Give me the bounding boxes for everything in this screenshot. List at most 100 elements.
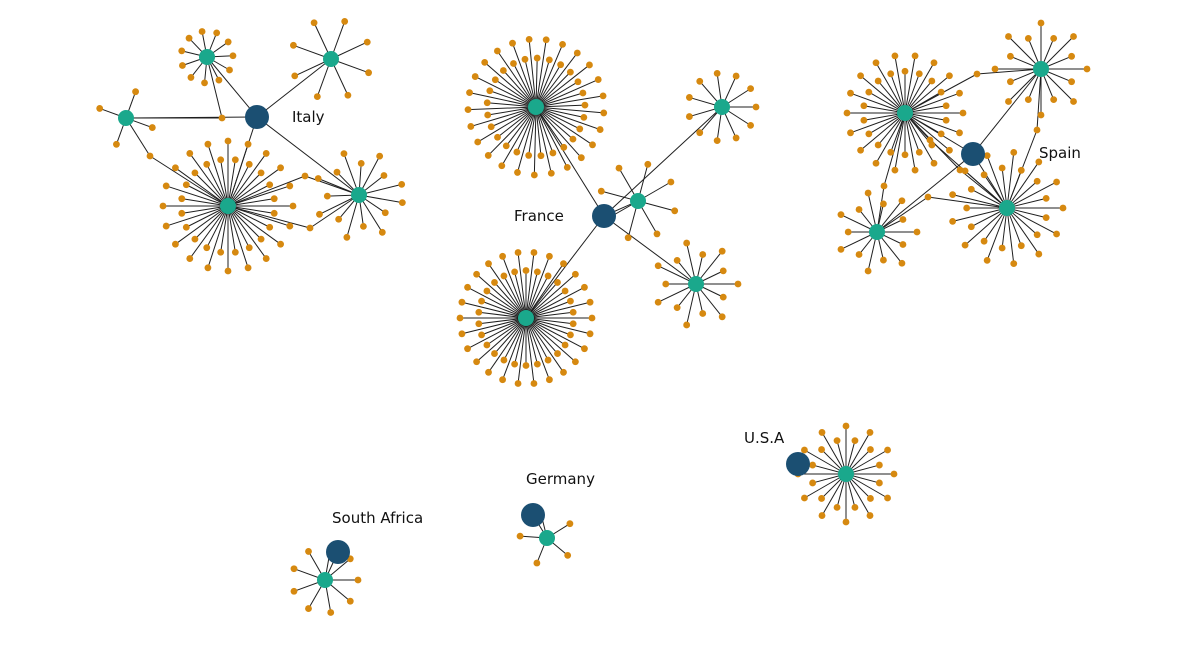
hub-leaf-edge: [513, 63, 537, 108]
hub-leaf-edge: [525, 317, 576, 363]
leaf-node: [569, 135, 577, 143]
hub-leaf-edge: [227, 167, 281, 207]
leaf-node: [937, 88, 945, 96]
leaf-node: [185, 34, 193, 42]
leaf-node: [898, 259, 906, 267]
leaf-node: [365, 69, 372, 77]
hub-leaf-edge: [207, 205, 229, 268]
country-label-usa: U.S.A: [744, 429, 785, 447]
leaves-layer: [96, 18, 1091, 616]
hub-leaf-edge: [535, 59, 550, 108]
leaf-node: [887, 148, 895, 156]
hub-leaf-edge: [535, 106, 574, 140]
hub-leaf-edge: [477, 106, 537, 143]
leaf-node: [937, 130, 945, 138]
hub-leaf-edge: [904, 55, 916, 114]
leaf-node: [1053, 230, 1060, 238]
bridge-leaf-node: [306, 224, 314, 232]
leaf-node: [874, 77, 882, 85]
leaf-node: [801, 446, 808, 454]
hub-leaf-edge: [525, 286, 585, 319]
hub-leaf-edge: [535, 106, 582, 159]
leaf-node: [572, 270, 579, 278]
leaf-node: [178, 47, 186, 55]
leaf-node: [1037, 111, 1045, 119]
leaf-node: [487, 123, 495, 131]
hub-node: [999, 200, 1015, 216]
hub-leaf-edge: [952, 194, 1008, 209]
leaf-node: [473, 270, 480, 278]
leaf-node: [594, 76, 602, 83]
hub-leaf-edge: [845, 449, 888, 475]
leaf-node: [1068, 78, 1075, 86]
hub-leaf-edge: [496, 50, 537, 108]
leaf-node: [673, 304, 681, 312]
leaf-node: [864, 267, 872, 275]
leaf-node: [865, 130, 873, 138]
leaf-node: [229, 52, 237, 60]
leaf-node: [1050, 96, 1058, 103]
leaf-node: [289, 202, 297, 210]
hub-leaf-edge: [535, 104, 585, 108]
hub-node: [869, 224, 885, 240]
leaf-node: [581, 283, 588, 291]
leaf-node: [566, 68, 574, 76]
hub-link-edge: [149, 155, 229, 207]
leaf-node: [653, 230, 661, 238]
leaf-node: [1010, 260, 1018, 267]
hub-leaf-edge: [525, 301, 591, 319]
leaf-node: [464, 345, 471, 353]
leaf-node: [644, 160, 652, 168]
leaf-node: [500, 272, 508, 280]
hub-link-edge: [227, 205, 311, 229]
countries-layer: [245, 105, 985, 564]
hub-leaf-edge: [904, 112, 935, 164]
leaf-node: [378, 228, 386, 236]
leaf-node: [928, 77, 936, 85]
leaf-node: [286, 182, 294, 190]
leaf-node: [1059, 204, 1067, 212]
leaf-node: [719, 267, 727, 275]
hub-node: [528, 99, 544, 115]
leaf-node: [499, 252, 506, 260]
leaf-node: [967, 223, 975, 231]
hub-node: [518, 310, 534, 326]
leaf-node: [818, 512, 826, 519]
leaf-node: [654, 298, 662, 306]
hub-node: [1033, 61, 1049, 77]
leaf-node: [574, 78, 582, 86]
leaf-node: [290, 587, 298, 595]
leaf-node: [537, 152, 545, 160]
leaf-node: [509, 39, 516, 47]
leaf-node: [182, 181, 190, 189]
hub-leaf-edge: [845, 473, 888, 499]
hub-leaf-edge: [189, 205, 229, 259]
leaf-node: [231, 156, 239, 164]
hub-leaf-edge: [484, 62, 537, 108]
hub-leaf-edge: [487, 106, 537, 116]
hub-node: [897, 105, 913, 121]
hub-leaf-edge: [525, 256, 550, 319]
leaf-node: [696, 129, 704, 137]
leaf-node: [891, 52, 899, 60]
hub-leaf-edge: [525, 252, 535, 319]
leaf-node: [961, 167, 969, 175]
leaf-node: [305, 605, 312, 612]
hub-leaf-edge: [467, 317, 527, 350]
leaf-node: [588, 314, 596, 322]
leaf-node: [549, 149, 557, 157]
leaf-node: [567, 331, 574, 339]
leaf-node: [244, 140, 252, 148]
leaf-node: [1033, 177, 1041, 185]
hub-leaf-edge: [461, 301, 527, 319]
leaf-node: [1070, 98, 1077, 105]
leaf-node: [880, 256, 887, 264]
leaf-node: [186, 255, 194, 262]
country-hub-edge: [256, 116, 360, 196]
hubs-layer: [118, 49, 1049, 588]
leaf-node: [1010, 149, 1018, 156]
leaf-node: [597, 187, 605, 195]
leaf-node: [560, 368, 567, 376]
hub-leaf-edge: [860, 112, 906, 151]
leaf-node: [898, 197, 906, 205]
